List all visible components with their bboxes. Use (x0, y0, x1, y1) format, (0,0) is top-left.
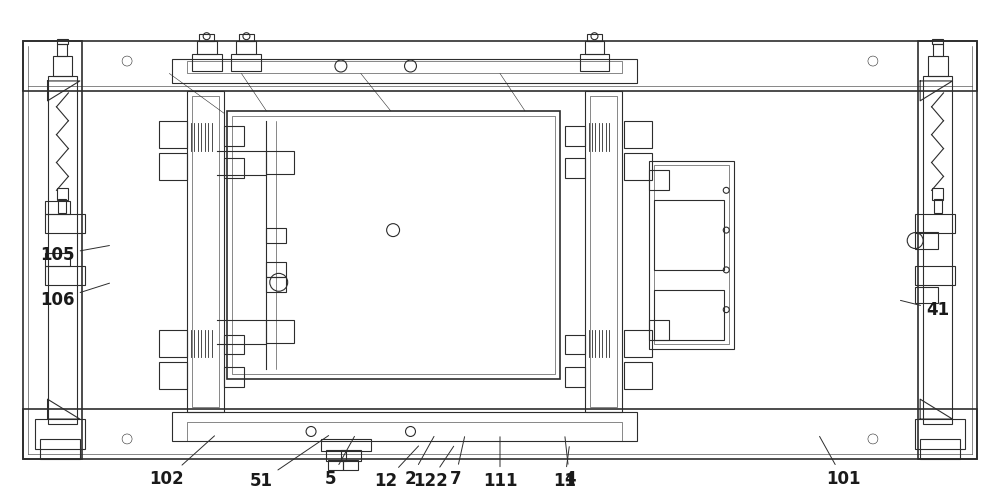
Text: 4: 4 (564, 436, 575, 488)
Text: 51: 51 (250, 436, 329, 490)
Bar (187, 422, 622, 442)
Bar (624, 362, 652, 389)
Bar (933, 44, 943, 56)
Bar (321, 439, 371, 452)
Text: 102: 102 (150, 436, 215, 488)
Bar (565, 158, 585, 178)
Bar (266, 320, 294, 343)
Bar (915, 266, 955, 285)
Text: 101: 101 (820, 436, 860, 488)
Bar (45, 266, 85, 285)
Bar (565, 367, 585, 386)
Bar (587, 34, 602, 41)
Bar (915, 287, 938, 303)
Bar (58, 199, 66, 212)
Bar (649, 160, 734, 350)
Bar (40, 439, 80, 459)
Bar (45, 214, 85, 233)
Bar (239, 34, 254, 41)
Bar (48, 76, 77, 424)
Bar (159, 153, 187, 180)
Polygon shape (920, 81, 952, 101)
Bar (341, 450, 361, 462)
Bar (649, 320, 669, 340)
Text: 106: 106 (40, 283, 110, 308)
Text: 11: 11 (553, 446, 576, 490)
Bar (172, 58, 637, 84)
Bar (52, 56, 72, 76)
Text: 7: 7 (449, 436, 465, 488)
Bar (328, 460, 343, 470)
Bar (224, 126, 244, 146)
Bar (624, 330, 652, 357)
Bar (590, 96, 617, 406)
Text: 111: 111 (483, 437, 517, 490)
Bar (343, 460, 358, 470)
Text: 2: 2 (405, 436, 434, 488)
Bar (580, 54, 609, 71)
Bar (224, 367, 244, 386)
Bar (585, 41, 604, 54)
Bar (192, 96, 219, 406)
Bar (57, 38, 68, 44)
Bar (915, 232, 938, 248)
Bar (565, 334, 585, 354)
Bar (57, 188, 68, 200)
Bar (236, 41, 256, 54)
Bar (266, 228, 286, 242)
Text: 12: 12 (374, 446, 419, 490)
Bar (928, 56, 948, 76)
Bar (197, 41, 217, 54)
Bar (326, 450, 346, 462)
Text: 41: 41 (900, 300, 949, 318)
Bar (266, 262, 286, 278)
Bar (932, 188, 943, 200)
Bar (266, 278, 286, 292)
Bar (923, 76, 952, 424)
Bar (35, 419, 85, 449)
Bar (654, 166, 729, 344)
Bar (224, 158, 244, 178)
Polygon shape (920, 399, 952, 419)
Bar (159, 330, 187, 357)
Polygon shape (48, 81, 80, 101)
Bar (920, 439, 960, 459)
Bar (45, 202, 70, 213)
Bar (23, 41, 977, 91)
Bar (45, 254, 70, 266)
Bar (649, 170, 669, 190)
Bar (23, 41, 82, 459)
Bar (232, 116, 555, 374)
Bar (915, 419, 965, 449)
Bar (192, 54, 222, 71)
Bar (199, 34, 214, 41)
Bar (918, 41, 977, 459)
Bar (624, 153, 652, 180)
Bar (624, 120, 652, 148)
Bar (172, 412, 637, 442)
Bar (565, 126, 585, 146)
Bar (231, 54, 261, 71)
Bar (915, 214, 955, 233)
Text: 105: 105 (40, 246, 109, 264)
Text: 5: 5 (325, 436, 354, 488)
Bar (585, 91, 622, 412)
Bar (187, 61, 622, 74)
Bar (187, 91, 224, 412)
Bar (23, 409, 977, 459)
Bar (57, 44, 67, 56)
Bar (224, 334, 244, 354)
Bar (934, 199, 942, 212)
Text: 122: 122 (413, 446, 454, 490)
Bar (654, 290, 724, 340)
Bar (654, 200, 724, 270)
Bar (932, 38, 943, 44)
Bar (159, 362, 187, 389)
Bar (227, 111, 560, 380)
Bar (159, 120, 187, 148)
Polygon shape (48, 399, 80, 419)
Bar (266, 151, 294, 174)
